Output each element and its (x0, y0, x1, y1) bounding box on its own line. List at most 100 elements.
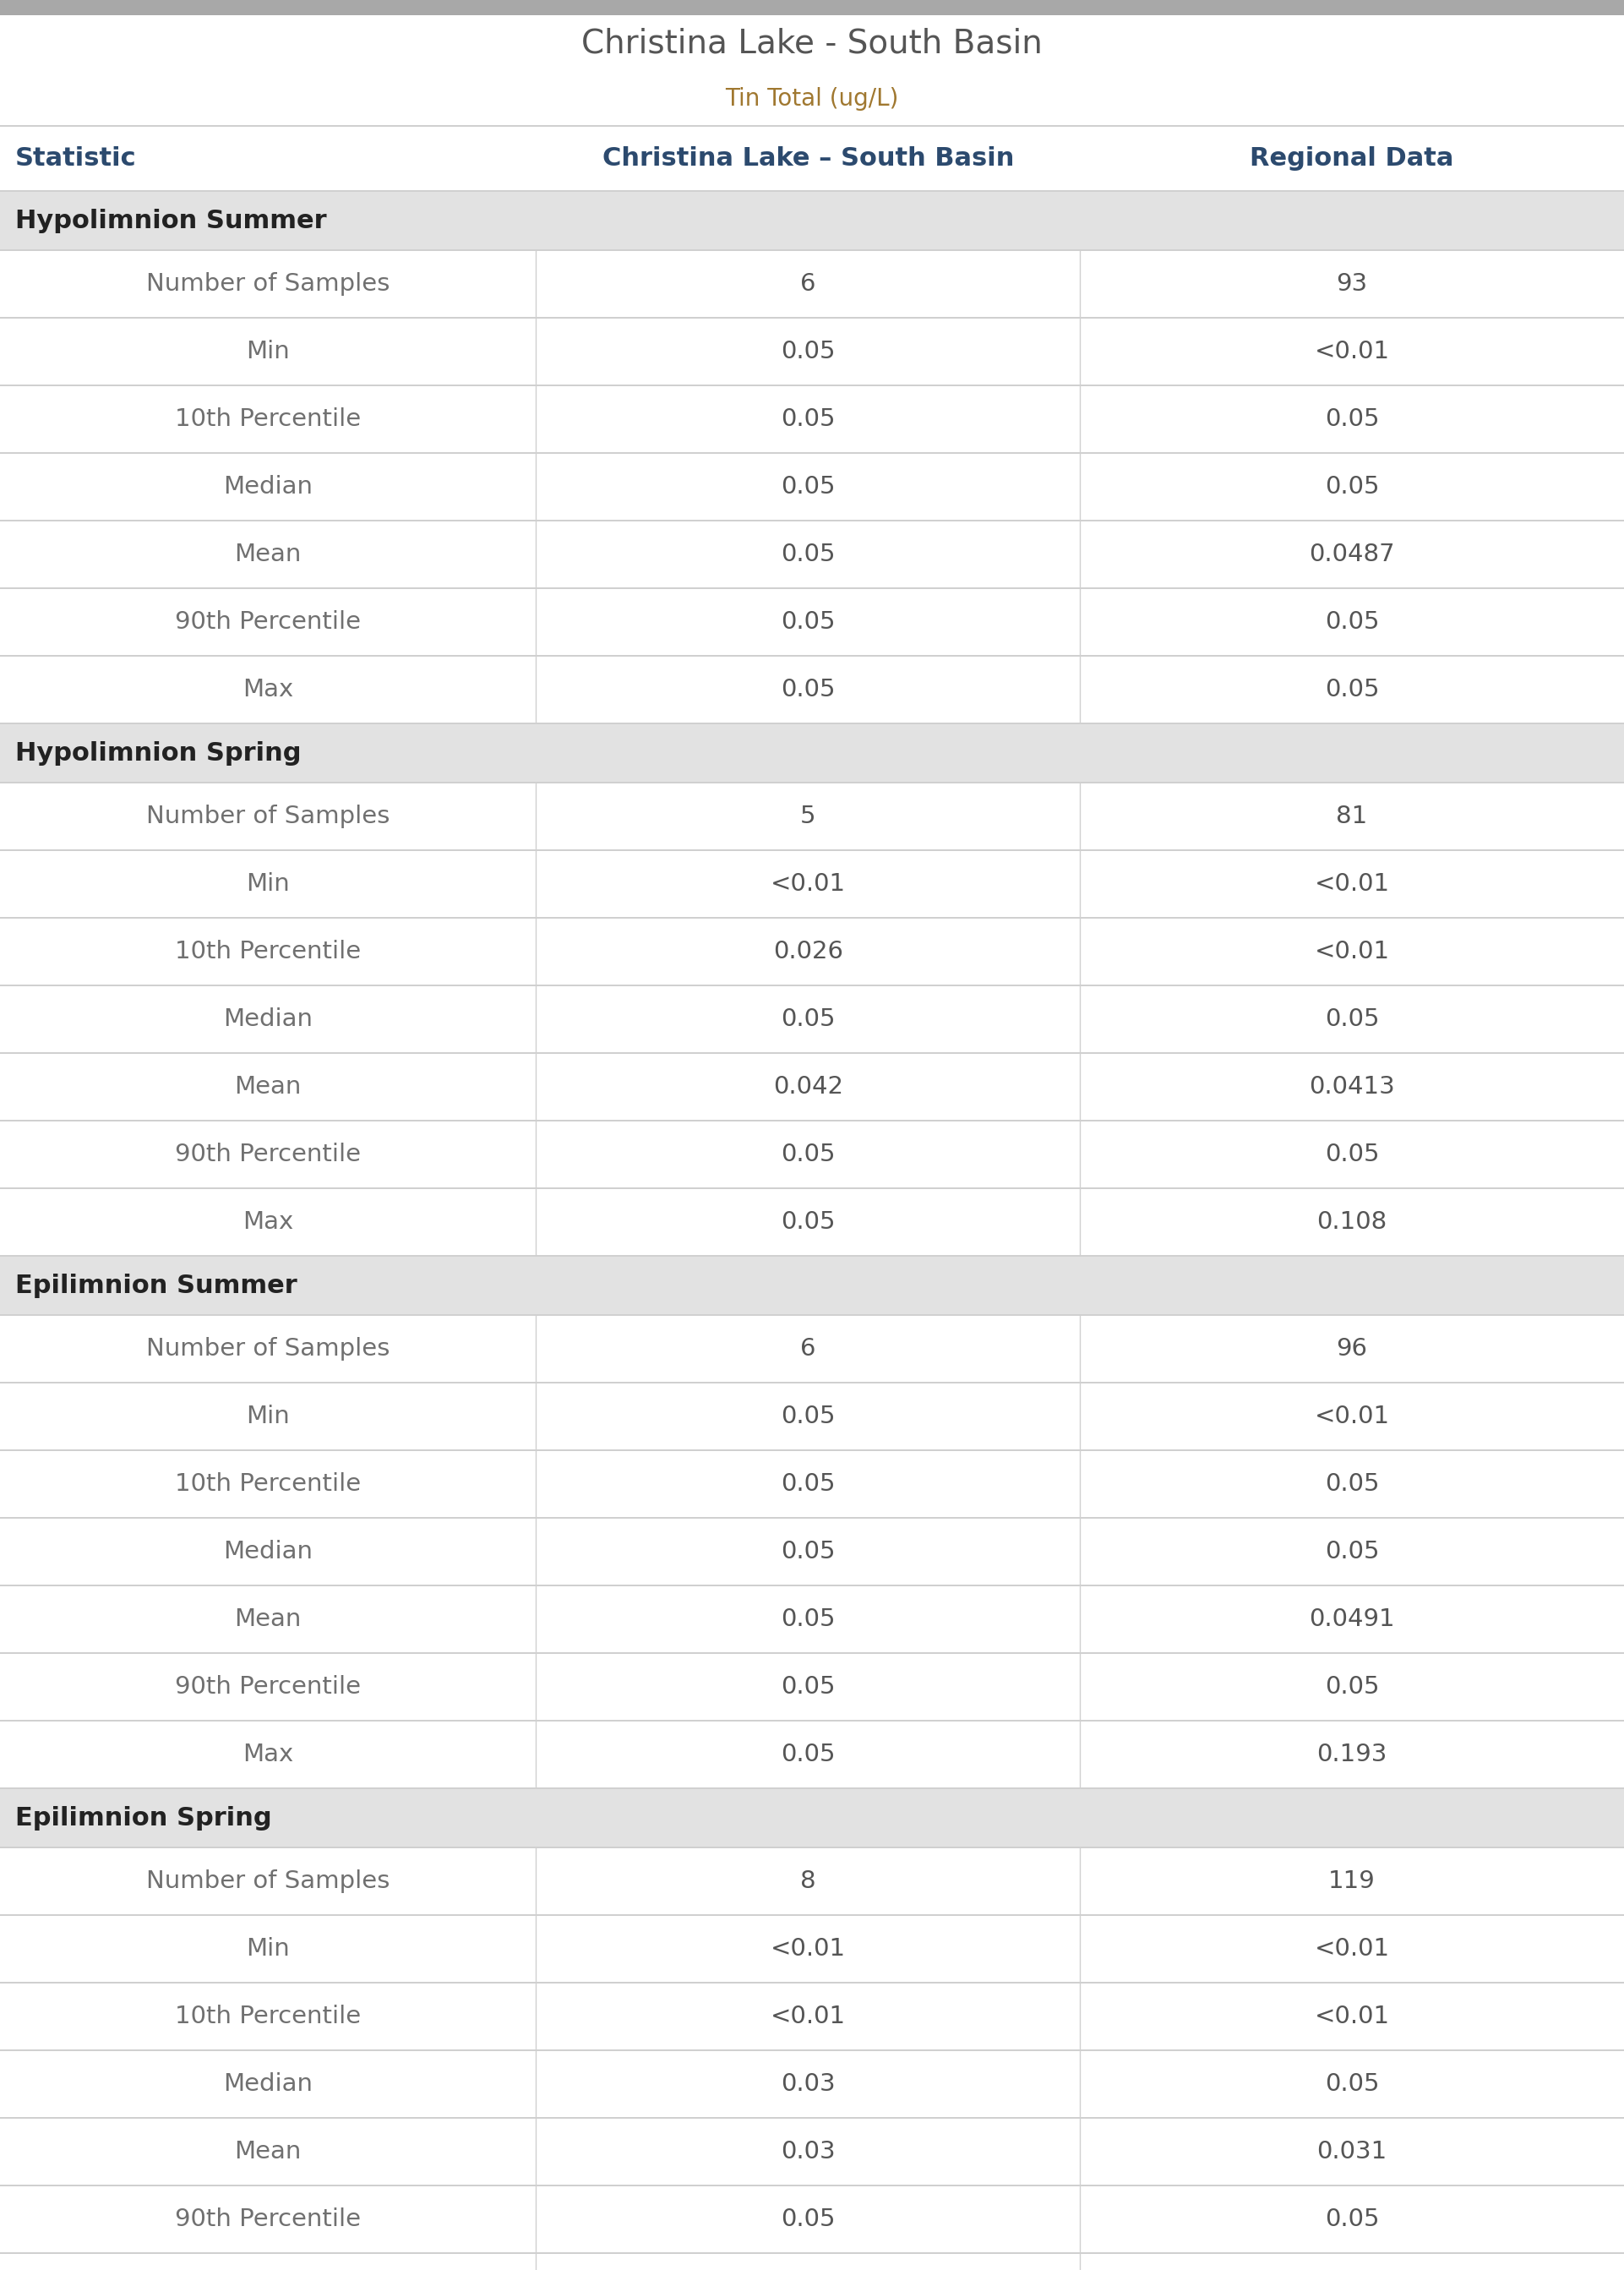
Bar (0, 522, 1624, 588)
Text: 0.026: 0.026 (773, 940, 843, 962)
Text: Median: Median (222, 1539, 313, 1564)
Text: 6: 6 (801, 1337, 815, 1360)
Text: 90th Percentile: 90th Percentile (175, 2206, 361, 2231)
Text: Hypolimnion Summer: Hypolimnion Summer (15, 209, 326, 234)
Text: 90th Percentile: 90th Percentile (175, 1675, 361, 1698)
Bar (0, 1721, 1624, 1786)
Text: <0.01: <0.01 (1314, 872, 1390, 897)
Bar (0, 127, 1624, 191)
Bar (0, 2052, 1624, 2118)
Text: 0.05: 0.05 (1325, 2073, 1379, 2095)
Bar (0, 588, 1624, 656)
Text: 0.05: 0.05 (781, 340, 835, 363)
Text: 0.05: 0.05 (781, 679, 835, 701)
Text: Max: Max (242, 1210, 294, 1235)
Bar (0, 1984, 1624, 2050)
Bar (0, 1121, 1624, 1187)
Bar (0, 1189, 1624, 1255)
Text: 0.05: 0.05 (1325, 1473, 1379, 1496)
Text: Median: Median (222, 474, 313, 499)
Bar (0, 0, 1624, 16)
Bar (0, 919, 1624, 985)
Text: Mean: Mean (234, 2141, 302, 2163)
Text: Christina Lake – South Basin: Christina Lake – South Basin (603, 145, 1013, 170)
Bar (0, 1848, 1624, 1914)
Text: 0.0487: 0.0487 (1309, 543, 1395, 565)
Text: <0.01: <0.01 (1314, 1936, 1390, 1961)
Text: 8: 8 (801, 1870, 815, 1893)
Text: Mean: Mean (234, 543, 302, 565)
Text: 0.05: 0.05 (781, 1675, 835, 1698)
Text: <0.01: <0.01 (1314, 2004, 1390, 2029)
Text: Epilimnion Spring: Epilimnion Spring (15, 1805, 271, 1830)
Bar (0, 1916, 1624, 1982)
Text: 0.05: 0.05 (781, 474, 835, 499)
Text: Mean: Mean (234, 1607, 302, 1632)
Bar (0, 2118, 1624, 2184)
Bar (0, 1317, 1624, 1382)
Bar (0, 1451, 1624, 1516)
Text: 0.05: 0.05 (781, 1210, 835, 1235)
Text: Min: Min (247, 872, 289, 897)
Text: 0.05: 0.05 (781, 406, 835, 431)
Text: 10th Percentile: 10th Percentile (175, 2004, 361, 2029)
Bar (0, 724, 1624, 781)
Bar (0, 1258, 1624, 1314)
Text: Christina Lake - South Basin: Christina Lake - South Basin (581, 27, 1043, 59)
Bar (0, 1587, 1624, 1653)
Text: 0.05: 0.05 (1325, 611, 1379, 633)
Text: 0.05: 0.05 (1325, 1539, 1379, 1564)
Text: 0.05: 0.05 (1325, 1008, 1379, 1031)
Text: 0.05: 0.05 (1325, 406, 1379, 431)
Bar (0, 656, 1624, 722)
Bar (0, 1053, 1624, 1119)
Text: Min: Min (247, 1405, 289, 1428)
Text: 5: 5 (801, 804, 815, 829)
Text: 0.03: 0.03 (781, 2141, 835, 2163)
Text: 0.05: 0.05 (1325, 1142, 1379, 1167)
Text: 0.05: 0.05 (781, 611, 835, 633)
Text: 0.0491: 0.0491 (1309, 1607, 1395, 1632)
Text: Statistic: Statistic (15, 145, 136, 170)
Text: Hypolimnion Spring: Hypolimnion Spring (15, 740, 300, 765)
Text: 10th Percentile: 10th Percentile (175, 940, 361, 962)
Bar (0, 2254, 1624, 2270)
Bar (0, 386, 1624, 452)
Text: 0.05: 0.05 (781, 1405, 835, 1428)
Text: 0.05: 0.05 (781, 1743, 835, 1766)
Text: 0.0413: 0.0413 (1309, 1076, 1395, 1099)
Text: Min: Min (247, 340, 289, 363)
Text: 96: 96 (1337, 1337, 1367, 1360)
Text: 0.05: 0.05 (781, 1607, 835, 1632)
Text: <0.01: <0.01 (770, 2004, 846, 2029)
Text: 10th Percentile: 10th Percentile (175, 406, 361, 431)
Text: 90th Percentile: 90th Percentile (175, 611, 361, 633)
Bar (0, 985, 1624, 1053)
Text: <0.01: <0.01 (1314, 940, 1390, 962)
Text: <0.01: <0.01 (1314, 1405, 1390, 1428)
Text: 0.031: 0.031 (1317, 2141, 1387, 2163)
Bar (0, 193, 1624, 250)
Bar (0, 783, 1624, 849)
Text: Max: Max (242, 1743, 294, 1766)
Text: <0.01: <0.01 (770, 1936, 846, 1961)
Text: 0.042: 0.042 (773, 1076, 843, 1099)
Text: 0.05: 0.05 (781, 1142, 835, 1167)
Text: <0.01: <0.01 (1314, 340, 1390, 363)
Text: Number of Samples: Number of Samples (146, 1337, 390, 1360)
Bar (0, 1789, 1624, 1846)
Text: Number of Samples: Number of Samples (146, 1870, 390, 1893)
Text: Mean: Mean (234, 1076, 302, 1099)
Text: Median: Median (222, 2073, 313, 2095)
Bar (0, 851, 1624, 917)
Text: 0.05: 0.05 (1325, 474, 1379, 499)
Text: 119: 119 (1328, 1870, 1376, 1893)
Text: <0.01: <0.01 (770, 872, 846, 897)
Text: Median: Median (222, 1008, 313, 1031)
Text: 93: 93 (1337, 272, 1367, 295)
Bar (0, 1519, 1624, 1584)
Text: 0.05: 0.05 (1325, 679, 1379, 701)
Text: 10th Percentile: 10th Percentile (175, 1473, 361, 1496)
Text: 6: 6 (801, 272, 815, 295)
Text: Min: Min (247, 1936, 289, 1961)
